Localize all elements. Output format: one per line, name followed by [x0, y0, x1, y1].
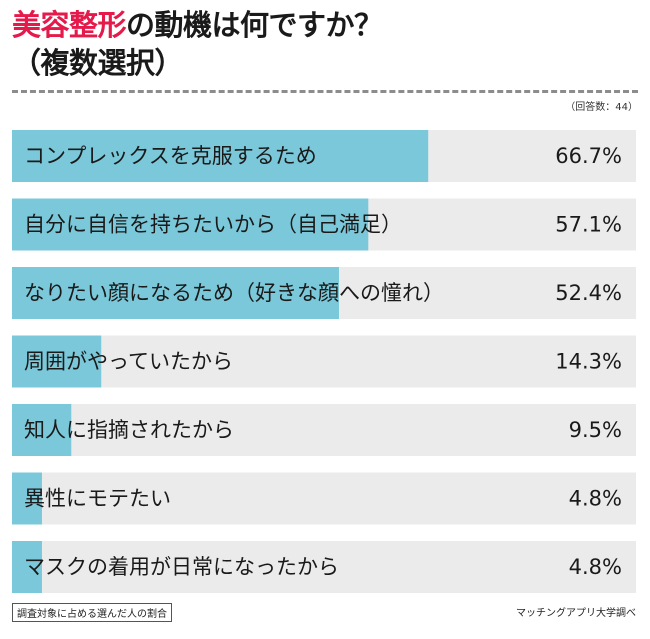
- bar-track: [12, 541, 636, 593]
- bar: [12, 541, 42, 593]
- source-credit: マッチングアプリ大学調べ: [516, 608, 636, 619]
- value-label: 66.7%: [555, 144, 622, 168]
- bar-track: [12, 472, 636, 525]
- category-label: なりたい顔になるため（好きな顔への憧れ）: [24, 281, 444, 305]
- title-rest: の動機は何ですか？: [126, 8, 383, 42]
- value-label: 14.3%: [555, 350, 622, 374]
- value-label: 4.8%: [569, 555, 622, 579]
- title-line2: （複数選択）: [12, 46, 184, 80]
- bar: [12, 472, 42, 525]
- bar-track: [12, 404, 636, 456]
- bar-chart: コンプレックスを克服するため 66.7% 自分に自信を持ちたいから（自己満足） 57.…: [12, 130, 636, 593]
- value-label: 9.5%: [569, 418, 622, 442]
- title-divider: [12, 90, 638, 93]
- bar: [12, 335, 102, 388]
- category-label: 周囲がやっていたから: [24, 350, 233, 374]
- bar: [12, 130, 429, 182]
- category-label: コンプレックスを克服するため: [24, 144, 317, 168]
- category-label: 異性にモテたい: [24, 487, 171, 511]
- chart-title: 美容整形の動機は何ですか？ （複数選択）: [12, 6, 632, 82]
- respondent-count: （回答数：44）: [565, 102, 638, 113]
- value-label: 52.4%: [555, 281, 622, 305]
- category-label: 自分に自信を持ちたいから（自己満足）: [24, 213, 402, 237]
- value-label: 57.1%: [555, 213, 622, 237]
- category-label: 知人に指摘されたから: [24, 418, 234, 442]
- category-label: マスクの着用が日常になったから: [24, 555, 339, 579]
- value-label: 4.8%: [569, 487, 622, 511]
- bar-track: [12, 335, 636, 388]
- title-accent: 美容整形: [12, 8, 127, 42]
- bar: [12, 198, 369, 251]
- footnote: 調査対象に占める選んだ人の割合: [12, 603, 172, 622]
- bar: [12, 404, 72, 456]
- bar: [12, 267, 339, 319]
